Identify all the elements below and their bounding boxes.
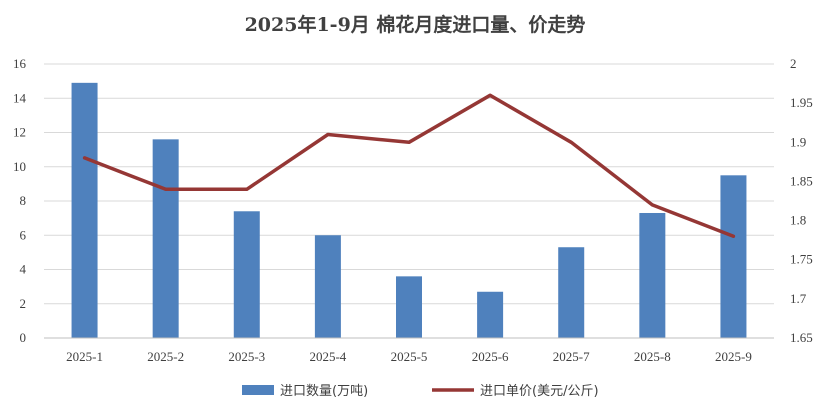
y-left-tick-label: 10: [13, 159, 26, 174]
y-left-tick-label: 14: [13, 90, 27, 105]
y-left-tick-label: 12: [13, 125, 26, 140]
bar: [152, 139, 179, 338]
price-point: [731, 234, 735, 238]
y-left-tick-label: 6: [20, 227, 27, 242]
y-right-tick-label: 1.8: [790, 213, 806, 228]
bar: [639, 212, 666, 338]
price-point: [407, 140, 411, 144]
y-right-tick-label: 2: [790, 56, 797, 71]
bar: [396, 276, 422, 338]
bar-series: [71, 82, 747, 339]
x-tick-label: 2025-9: [715, 349, 752, 364]
line-series: [82, 93, 736, 238]
x-tick-label: 2025-1: [66, 349, 103, 364]
y-right-tick-label: 1.65: [790, 330, 813, 345]
y-left-tick-label: 16: [13, 56, 27, 71]
bar: [314, 235, 341, 338]
y-left-tick-label: 0: [20, 330, 27, 345]
bar: [720, 175, 747, 338]
price-point: [569, 140, 573, 144]
x-axis: 2025-1 2025-2 2025-3 2025-4 2025-5 2025-6 2025…: [44, 337, 774, 364]
y-left-tick-label: 8: [20, 193, 27, 208]
x-tick-label: 2025-6: [472, 349, 509, 364]
y-left-tick-label: 4: [20, 262, 27, 277]
legend-swatch-bar: [242, 385, 274, 395]
bar: [558, 247, 585, 338]
x-tick-label: 2025-5: [391, 349, 428, 364]
legend: 进口数量(万吨) 进口单价(美元/公斤): [242, 384, 599, 399]
y-axis-left: 0 2 4 6 8 10 12 14 16: [13, 56, 27, 345]
bar: [233, 211, 260, 338]
x-tick-label: 2025-8: [634, 349, 671, 364]
x-tick-label: 2025-2: [147, 349, 184, 364]
bar: [71, 82, 98, 339]
y-right-tick-label: 1.85: [790, 173, 813, 188]
price-point: [164, 187, 168, 191]
legend-label-line: 进口单价(美元/公斤): [480, 384, 599, 399]
y-right-tick-label: 1.95: [790, 95, 813, 110]
y-axis-right: 1.65 1.7 1.75 1.8 1.85 1.9 1.95 2: [790, 56, 813, 345]
price-point: [245, 187, 249, 191]
y-right-tick-label: 1.75: [790, 252, 813, 267]
x-tick-label: 2025-7: [553, 349, 590, 364]
x-tick-label: 2025-3: [228, 349, 265, 364]
price-point: [650, 203, 654, 207]
bar: [477, 291, 504, 338]
price-point: [83, 156, 87, 160]
price-point: [326, 132, 330, 136]
x-tick-label: 2025-4: [309, 349, 346, 364]
chart-title: 2025年1-9月 棉花月度进口量、价走势: [244, 14, 586, 36]
price-line: [82, 93, 736, 238]
price-point: [488, 93, 492, 97]
legend-label-bar: 进口数量(万吨): [280, 384, 368, 399]
y-right-tick-label: 1.9: [790, 134, 806, 149]
y-right-tick-label: 1.7: [790, 291, 807, 306]
y-left-tick-label: 2: [20, 296, 27, 311]
